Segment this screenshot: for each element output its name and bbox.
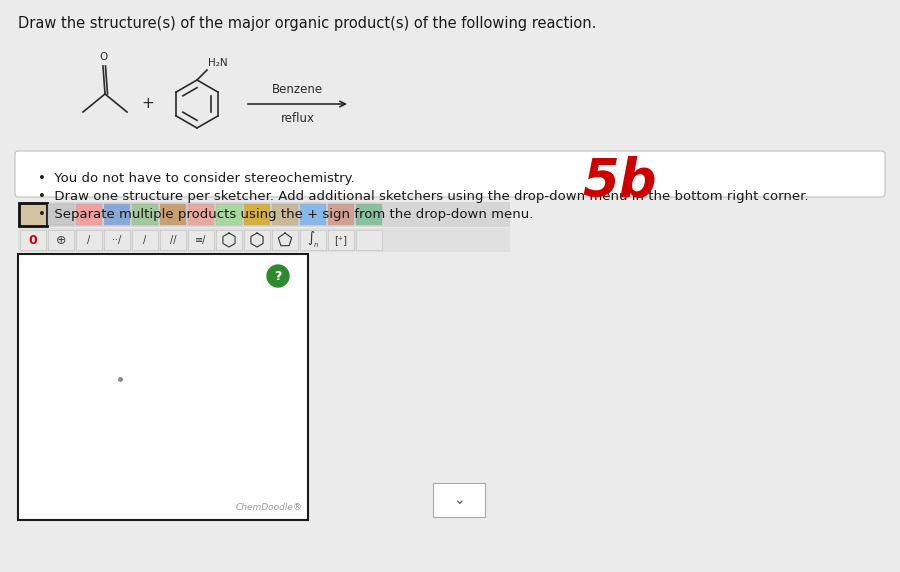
Text: ··/: ··/ <box>112 235 122 245</box>
Bar <box>272 204 298 225</box>
Bar <box>18 228 510 252</box>
Bar <box>433 483 485 517</box>
Bar <box>272 230 298 250</box>
Text: [⁺]: [⁺] <box>335 235 347 245</box>
Text: /: / <box>143 235 147 245</box>
Bar <box>160 204 186 225</box>
Bar <box>132 204 158 225</box>
Text: H₂N: H₂N <box>208 58 228 68</box>
Bar <box>19 203 47 226</box>
Text: •  Separate multiple products using the + sign from the drop-down menu.: • Separate multiple products using the +… <box>38 208 534 221</box>
Text: ⌄: ⌄ <box>454 493 464 507</box>
Bar <box>244 230 270 250</box>
FancyBboxPatch shape <box>15 151 885 197</box>
Bar <box>216 230 242 250</box>
Bar <box>48 230 74 250</box>
Text: 5b: 5b <box>583 156 657 208</box>
Text: /: / <box>87 235 91 245</box>
Bar <box>328 204 354 225</box>
Bar <box>356 204 382 225</box>
Bar <box>18 254 308 520</box>
Text: ≡/: ≡/ <box>195 235 207 245</box>
Bar <box>160 230 186 250</box>
Bar <box>300 230 326 250</box>
Bar <box>18 202 510 227</box>
Text: //: // <box>170 235 176 245</box>
Text: Benzene: Benzene <box>272 83 323 96</box>
Text: •  Draw one structure per sketcher. Add additional sketchers using the drop-down: • Draw one structure per sketcher. Add a… <box>38 190 808 203</box>
Bar <box>216 204 242 225</box>
Bar <box>244 204 270 225</box>
Text: reflux: reflux <box>281 112 314 125</box>
Circle shape <box>267 265 289 287</box>
Bar <box>132 230 158 250</box>
Text: ?: ? <box>274 269 282 283</box>
Bar <box>188 204 214 225</box>
Text: +: + <box>141 97 155 112</box>
Bar <box>300 204 326 225</box>
Text: ⊕: ⊕ <box>56 233 67 247</box>
Text: •  You do not have to consider stereochemistry.: • You do not have to consider stereochem… <box>38 172 355 185</box>
Text: ChemDoodle®: ChemDoodle® <box>236 503 303 512</box>
Bar <box>356 230 382 250</box>
Text: $\int_n$: $\int_n$ <box>307 230 320 250</box>
Bar <box>48 204 74 225</box>
Text: O: O <box>100 52 108 62</box>
Text: 0: 0 <box>29 233 38 247</box>
Bar <box>76 230 102 250</box>
Bar <box>328 230 354 250</box>
Text: Draw the structure(s) of the major organic product(s) of the following reaction.: Draw the structure(s) of the major organ… <box>18 16 597 31</box>
Bar <box>76 204 102 225</box>
Bar <box>104 204 130 225</box>
Bar <box>104 230 130 250</box>
Bar <box>20 230 46 250</box>
Bar <box>188 230 214 250</box>
